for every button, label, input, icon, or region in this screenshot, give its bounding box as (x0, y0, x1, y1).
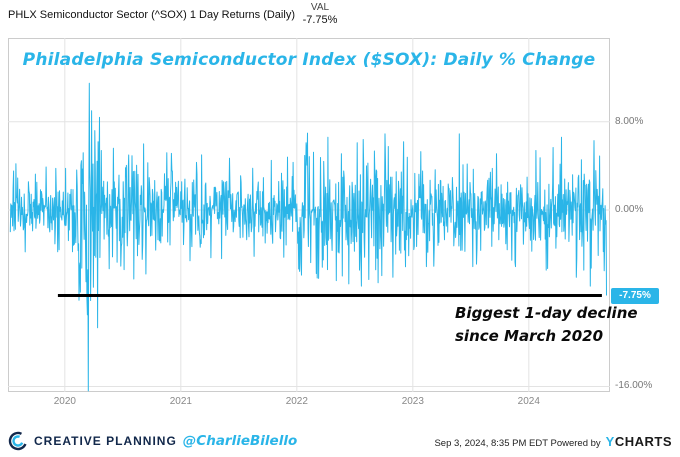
x-tick-2023: 2023 (401, 396, 424, 407)
x-tick-2024: 2024 (517, 396, 540, 407)
price-chart (8, 38, 610, 392)
val-column-header: VAL (310, 2, 330, 13)
chart-title: Philadelphia Semiconductor Index ($SOX):… (22, 50, 596, 70)
decline-annotation: Biggest 1-day decline since March 2020 (455, 302, 638, 348)
footer-branding: CREATIVE PLANNING @CharlieBilello (8, 431, 297, 451)
daily-returns-series (9, 82, 607, 392)
ycharts-y: Y (605, 434, 615, 449)
plot-border (8, 38, 610, 392)
x-tick-2021: 2021 (169, 396, 192, 407)
val-current-value: -7.75% (302, 14, 338, 26)
charlie-bilello-handle[interactable]: @CharlieBilello (182, 433, 298, 449)
ycharts-charts: CHARTS (614, 434, 672, 449)
creative-planning-logo (8, 431, 28, 451)
x-tick-2020: 2020 (53, 396, 76, 407)
annotation-line-2: since March 2020 (455, 327, 604, 345)
annotation-line-1: Biggest 1-day decline (455, 304, 638, 322)
timestamp-text: Sep 3, 2024, 8:35 PM EDT (434, 438, 548, 449)
ycharts-logo: YCHARTS (606, 434, 672, 449)
y-tick-neg16pct: -16.00% (615, 380, 653, 392)
powered-by-text: Powered by (550, 438, 601, 449)
last-value-badge: -7.75% (611, 287, 659, 304)
creative-planning-wordmark: CREATIVE PLANNING (34, 434, 177, 448)
y-tick-0pct: 0.00% (615, 204, 644, 216)
y-tick-8pct: 8.00% (615, 115, 644, 127)
x-tick-2022: 2022 (285, 396, 308, 407)
footer-attribution: Sep 3, 2024, 8:35 PM EDT Powered by YCHA… (434, 434, 672, 449)
series-label: PHLX Semiconductor Sector (^SOX) 1 Day R… (8, 9, 295, 21)
chart-timestamp: Sep 3, 2024, 8:35 PM EDT Powered by (434, 438, 600, 449)
